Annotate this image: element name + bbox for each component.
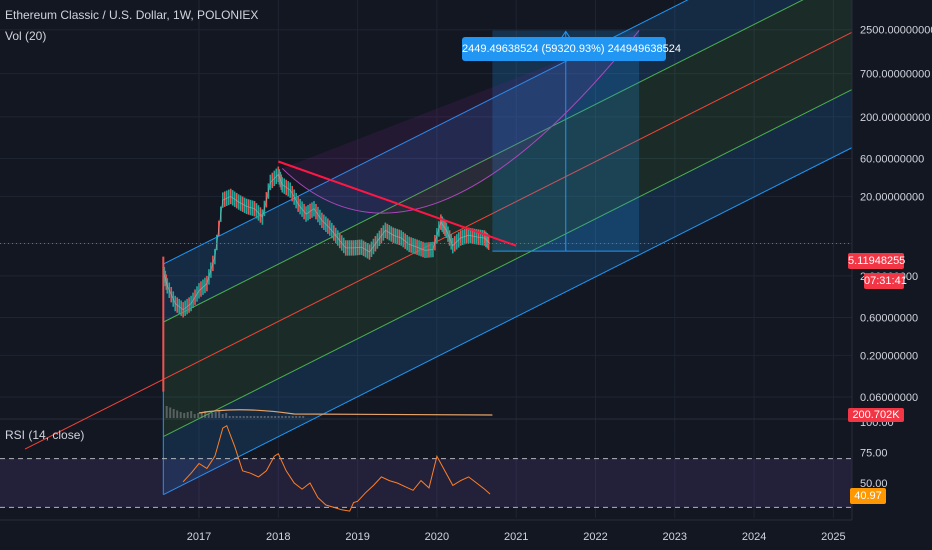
volume-bar — [288, 416, 291, 418]
volume-bar — [165, 406, 168, 418]
volume-bar — [298, 416, 301, 418]
volume-bar — [176, 410, 179, 418]
volume-bar — [221, 414, 224, 418]
countdown-tag: 07:31:41 — [864, 273, 907, 289]
volume-bar — [214, 412, 217, 418]
x-tick-label: 2017 — [187, 531, 211, 543]
volume-bar — [172, 409, 175, 418]
price-line — [162, 173, 491, 311]
measure-arrow-head — [561, 30, 571, 38]
volume-bar — [204, 411, 207, 418]
rsi-indicator-label: RSI (14, close) — [5, 428, 85, 442]
volume-bar — [267, 416, 270, 418]
volume-bar — [242, 416, 245, 418]
y-tick-label: 0.20000000 — [860, 350, 918, 362]
x-tick-label: 2024 — [742, 531, 766, 543]
measure-label: 2449.49638524 (59320.93%) 244949638524 — [462, 37, 681, 61]
channel-upper-inner-line — [163, 0, 804, 323]
cup-arc — [281, 30, 640, 214]
volume-bar — [295, 416, 298, 418]
y-tick-label: 0.06000000 — [860, 392, 918, 404]
price-series — [0, 160, 852, 392]
volume-bar — [235, 416, 238, 418]
rsi-line — [182, 424, 491, 512]
channel-upper-line — [163, 0, 689, 265]
volume-pane — [165, 406, 493, 418]
x-tick-label: 2025 — [821, 531, 845, 543]
volume-bar — [274, 416, 277, 418]
channel-lower-band — [163, 89, 852, 495]
volume-bar — [277, 416, 280, 418]
volume-value-tag: 200.702K — [848, 408, 904, 422]
channel-upper-inner-band — [163, 0, 852, 380]
resistance-line — [277, 160, 517, 247]
y-tick-label: 700.00000000 — [860, 69, 930, 81]
channel-lower-inner-line — [163, 89, 853, 438]
rsi-tick-label: 50.00 — [860, 478, 888, 490]
volume-bar — [263, 416, 266, 418]
volume-bar — [232, 416, 235, 418]
volume-bar — [291, 416, 294, 418]
x-tick-label: 2023 — [663, 531, 687, 543]
y-tick-label: 200.00000000 — [860, 112, 930, 124]
volume-bar — [253, 416, 256, 418]
volume-bar — [179, 412, 182, 418]
measure-tool — [281, 30, 640, 252]
volume-bar — [302, 416, 305, 418]
volume-bar — [284, 416, 287, 418]
volume-bar — [260, 416, 263, 418]
volume-bar — [183, 413, 186, 418]
y-tick-label: 20.00000000 — [860, 191, 924, 203]
channel-lower-inner-band — [163, 32, 852, 437]
volume-bar — [207, 414, 210, 418]
x-tick-label: 2021 — [504, 531, 528, 543]
rsi-band — [0, 458, 852, 508]
rsi-value-tag: 40.97 — [850, 488, 886, 504]
volume-bar — [270, 416, 273, 418]
volume-bar — [186, 412, 189, 418]
volume-bar — [193, 414, 196, 418]
x-tick-label: 2018 — [266, 531, 290, 543]
volume-bar — [228, 416, 231, 418]
volume-bar — [281, 416, 284, 418]
y-tick-label: 2500.00000000 — [860, 25, 932, 37]
volume-bar — [200, 412, 203, 418]
y-tick-label: 0.60000000 — [860, 313, 918, 325]
volume-bar — [246, 416, 249, 418]
x-tick-label: 2019 — [345, 531, 369, 543]
channel-lower-line — [163, 147, 853, 496]
volume-bar — [249, 416, 252, 418]
rsi-pane — [0, 424, 852, 512]
volume-bar — [239, 416, 242, 418]
rsi-tick-label: 75.00 — [860, 448, 888, 460]
volume-bar — [256, 416, 259, 418]
y-tick-label: 60.00000000 — [860, 154, 924, 166]
volume-bar — [197, 413, 200, 418]
volume-bar — [190, 411, 193, 418]
current-price-tag: 5.11948255 — [848, 253, 906, 269]
x-tick-label: 2022 — [583, 531, 607, 543]
x-tick-label: 2020 — [425, 531, 449, 543]
volume-ma-line — [198, 409, 493, 416]
volume-bar — [218, 411, 221, 418]
volume-bar — [169, 407, 172, 418]
chart-title: Ethereum Classic / U.S. Dollar, 1W, POLO… — [5, 8, 259, 22]
volume-bar — [211, 413, 214, 418]
volume-bar — [225, 413, 228, 418]
regression-channel — [24, 0, 853, 496]
volume-indicator-label: Vol (20) — [5, 29, 47, 43]
